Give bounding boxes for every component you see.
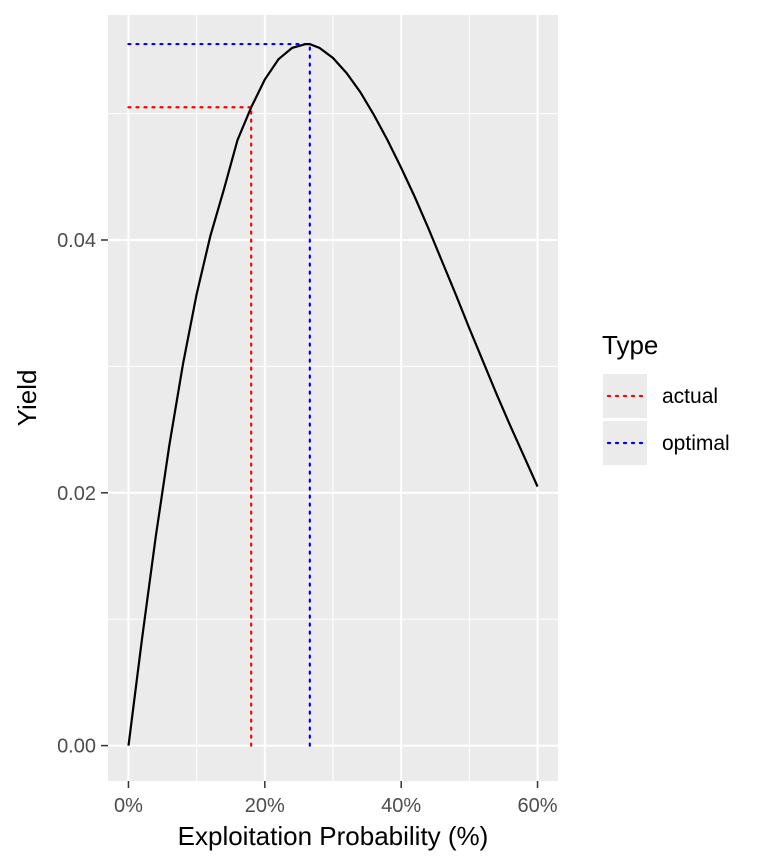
x-tick-label: 20%	[245, 795, 285, 817]
x-axis-ticks: 0% 20% 40% 60%	[114, 781, 558, 817]
y-axis-ticks: 0.00 0.02 0.04	[57, 230, 108, 758]
y-tick-label: 0.00	[57, 736, 96, 758]
reference-lines	[127, 42, 311, 747]
x-tick-label: 60%	[518, 795, 558, 817]
x-tick-label: 0%	[114, 795, 143, 817]
grid-major	[108, 15, 558, 781]
legend: Type actual optimal	[602, 330, 730, 465]
yield-curve	[127, 43, 539, 746]
x-axis-title: Exploitation Probability (%)	[178, 821, 489, 851]
grid-minor	[108, 15, 558, 781]
y-tick-label: 0.02	[57, 483, 96, 505]
legend-label-optimal: optimal	[662, 432, 730, 455]
y-tick-label: 0.04	[57, 230, 96, 252]
x-tick-label: 40%	[381, 795, 421, 817]
legend-title: Type	[602, 330, 658, 360]
y-axis-title: Yield	[12, 370, 42, 427]
legend-entries: actual optimal	[603, 374, 730, 465]
legend-label-actual: actual	[662, 385, 718, 408]
